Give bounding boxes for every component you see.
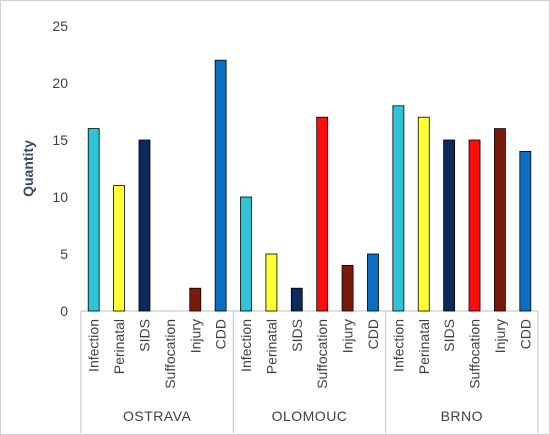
y-tick-label: 5 (60, 246, 68, 262)
y-axis-title: Quantity (20, 140, 36, 197)
category-label: SIDS (136, 319, 152, 352)
y-tick-label: 10 (52, 189, 68, 205)
bar (519, 150, 532, 312)
y-tick-label: 0 (60, 303, 68, 319)
category-label: CDD (365, 319, 381, 349)
category-label: Infection (86, 319, 102, 372)
bar (290, 287, 303, 312)
bar (468, 139, 481, 312)
bar (443, 139, 456, 312)
bar (494, 128, 506, 312)
group-labels: OSTRAVA OLOMOUC BRNO (123, 408, 483, 424)
group-dividers (80, 311, 539, 433)
bars (87, 59, 532, 312)
y-axis-ticks: 0 5 10 15 20 25 (52, 18, 68, 319)
y-tick-label: 20 (52, 75, 68, 91)
group-label: OLOMOUC (272, 408, 348, 424)
category-label: Injury (492, 319, 508, 353)
bar (265, 253, 278, 312)
group-label: BRNO (441, 408, 483, 424)
bar (113, 185, 125, 312)
category-label: CDD (517, 319, 533, 349)
category-label: Suffocation (467, 319, 483, 389)
category-label: SIDS (441, 319, 457, 352)
category-label: Suffocation (314, 319, 330, 389)
category-labels: Infection Perinatal SIDS Suffocation Injury C… (86, 319, 534, 389)
group-label: OSTRAVA (123, 408, 191, 424)
bar (316, 116, 329, 312)
category-label: Injury (187, 319, 203, 353)
bar (392, 105, 405, 312)
y-tick-label: 15 (52, 132, 68, 148)
bar (417, 116, 430, 312)
bar (87, 128, 100, 312)
category-label: Perinatal (416, 319, 432, 374)
category-label: Injury (340, 319, 356, 353)
bar (240, 196, 252, 312)
category-label: Infection (238, 319, 254, 372)
bar (189, 287, 202, 312)
bar (341, 264, 354, 312)
bar (214, 59, 227, 312)
category-label: Perinatal (263, 319, 279, 374)
bar (138, 139, 151, 312)
category-label: Perinatal (111, 319, 127, 374)
bar (367, 253, 379, 312)
category-label: SIDS (289, 319, 305, 352)
category-label: CDD (213, 319, 229, 349)
category-label: Infection (390, 319, 406, 372)
y-tick-label: 25 (52, 18, 68, 34)
category-label: Suffocation (162, 319, 178, 389)
